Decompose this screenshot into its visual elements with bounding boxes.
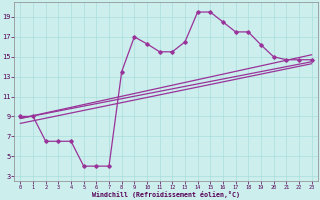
X-axis label: Windchill (Refroidissement éolien,°C): Windchill (Refroidissement éolien,°C)	[92, 191, 240, 198]
